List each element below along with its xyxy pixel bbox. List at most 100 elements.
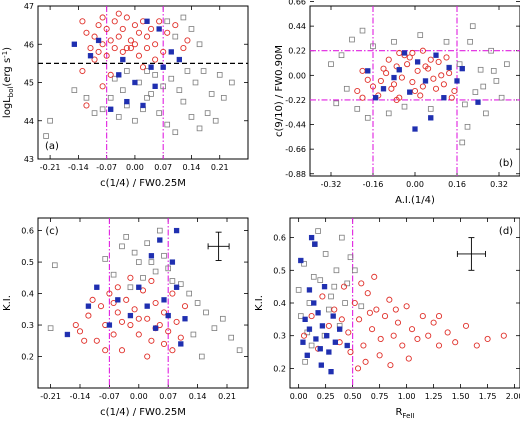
data-point-gray-square	[391, 38, 397, 45]
data-point-red-circle	[390, 332, 397, 339]
data-point-red-circle	[435, 58, 442, 65]
data-point-gray-square	[140, 275, 146, 281]
panel-label: (d)	[499, 226, 513, 237]
data-point-red-circle	[110, 331, 117, 338]
data-point-red-circle	[404, 61, 411, 68]
data-point-red-circle	[177, 334, 184, 341]
data-point-blue-square	[324, 333, 330, 339]
x-tick-label: -0.14	[68, 163, 89, 172]
data-point-gray-square	[144, 95, 150, 101]
data-point-red-circle	[411, 87, 419, 95]
data-point-red-circle	[448, 94, 455, 101]
y-tick-label: -0.44	[285, 121, 306, 130]
x-tick-label: 0.14	[189, 392, 207, 401]
data-point-red-circle	[143, 45, 151, 52]
data-point-gray-square	[164, 121, 171, 128]
data-point-red-circle	[435, 313, 443, 320]
plot-frame	[37, 5, 249, 160]
data-point-gray-square	[427, 106, 434, 112]
data-point-red-circle	[432, 85, 440, 92]
data-point-red-circle	[123, 14, 130, 21]
data-point-gray-square	[184, 68, 191, 74]
data-point-gray-square	[333, 100, 340, 107]
y-tick-label: 46	[24, 40, 34, 49]
data-point-gray-square	[236, 347, 243, 354]
data-point-red-circle	[462, 322, 470, 329]
data-point-blue-square	[454, 78, 460, 84]
data-point-blue-square	[321, 284, 328, 290]
data-point-blue-square	[441, 95, 447, 101]
data-point-blue-square	[165, 312, 171, 319]
data-point-blue-square	[160, 64, 166, 70]
data-point-red-circle	[135, 29, 143, 36]
x-tick-label: 0.21	[211, 163, 229, 172]
data-point-gray-square	[190, 331, 197, 338]
data-point-red-circle	[390, 81, 398, 88]
data-point-blue-square	[407, 89, 413, 95]
data-point-red-circle	[115, 10, 122, 17]
data-point-red-circle	[144, 315, 151, 322]
data-point-red-circle	[131, 41, 138, 48]
data-point-gray-square	[196, 41, 203, 48]
data-point-red-circle	[500, 332, 507, 339]
x-tick-label: 0.14	[183, 163, 201, 172]
data-point-red-circle	[119, 48, 126, 55]
data-point-blue-square	[108, 106, 114, 112]
data-point-gray-square	[328, 61, 334, 67]
y-tick-label: 0.2	[273, 364, 286, 373]
x-tick-label: 1.75	[479, 392, 497, 401]
data-point-gray-square	[110, 271, 117, 278]
data-point-gray-square	[177, 281, 184, 287]
data-point-red-circle	[99, 14, 106, 21]
data-point-red-circle	[103, 25, 110, 33]
data-point-red-circle	[139, 64, 147, 71]
data-point-gray-square	[47, 117, 53, 124]
data-point-blue-square	[475, 99, 481, 105]
data-point-blue-square	[127, 312, 134, 319]
x-tick-label: 0.00	[126, 163, 144, 172]
data-point-blue-square	[328, 369, 334, 375]
data-point-red-circle	[300, 332, 308, 339]
data-point-blue-square	[71, 41, 77, 47]
y-tick-label: 44	[24, 117, 34, 126]
x-tick-label: 1.00	[398, 392, 416, 401]
data-point-blue-square	[87, 53, 94, 59]
data-point-red-circle	[406, 54, 413, 61]
data-point-red-circle	[430, 319, 437, 326]
data-point-red-circle	[345, 329, 352, 336]
data-point-blue-square	[313, 336, 319, 342]
x-tick-label: 0.16	[448, 180, 466, 189]
data-point-red-circle	[430, 75, 437, 82]
data-point-gray-square	[148, 259, 155, 265]
data-point-red-circle	[364, 76, 371, 83]
x-tick-label: 1.50	[452, 392, 470, 401]
data-point-blue-square	[306, 287, 313, 293]
data-point-blue-square	[144, 303, 150, 309]
data-point-red-circle	[156, 18, 163, 25]
data-point-red-circle	[419, 83, 426, 90]
plot-frame	[309, 5, 520, 177]
y-tick-label: 47	[24, 2, 34, 11]
x-tick-label: -0.07	[96, 163, 117, 172]
data-point-red-circle	[95, 22, 102, 29]
x-tick-label: 1.25	[425, 392, 443, 401]
data-point-blue-square	[302, 316, 308, 322]
data-point-gray-square	[119, 243, 125, 250]
data-point-blue-square	[182, 316, 188, 322]
data-point-blue-square	[148, 253, 155, 259]
data-point-red-circle	[119, 25, 126, 33]
data-point-red-circle	[362, 358, 369, 365]
y-tick-label: 0.5	[21, 258, 34, 267]
data-point-blue-square	[300, 339, 306, 345]
data-point-gray-square	[124, 68, 130, 74]
data-point-gray-square	[204, 110, 211, 116]
data-point-red-circle	[377, 335, 384, 343]
data-point-gray-square	[338, 52, 345, 59]
data-point-blue-square	[169, 259, 176, 265]
data-point-blue-square	[140, 102, 146, 109]
data-point-red-circle	[369, 326, 376, 333]
data-point-red-circle	[152, 56, 159, 63]
data-point-red-circle	[359, 67, 366, 74]
data-point-blue-square	[433, 52, 439, 58]
data-point-gray-square	[91, 110, 98, 116]
